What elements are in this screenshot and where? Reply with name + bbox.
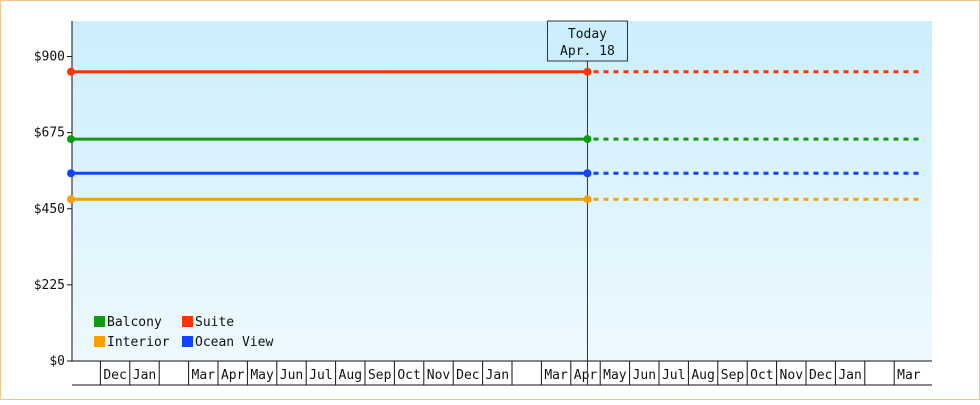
x-tick-label: Jan [838, 368, 861, 383]
series-today-point-interior [583, 195, 592, 204]
y-tick-label: $450 [34, 202, 65, 217]
legend-swatch-balcony [94, 316, 105, 327]
x-tick-label: Oct [397, 368, 420, 383]
y-tick-label: $900 [34, 50, 65, 65]
x-tick-label: Jan [133, 368, 156, 383]
today-label-box [546, 20, 628, 62]
x-tick-label: Jan [486, 368, 509, 383]
y-tick-label: $225 [34, 278, 65, 293]
x-tick-label: Jun [280, 368, 303, 383]
x-tick-label: Sep [721, 368, 745, 383]
series-start-point-balcony [67, 135, 75, 144]
x-tick-label: Oct [750, 368, 773, 383]
x-tick-label: Sep [368, 368, 392, 383]
series-start-point-ocean-view [67, 169, 75, 178]
legend-swatch-interior [94, 336, 105, 347]
x-tick-label: May [603, 368, 627, 383]
y-tick-label: $0 [49, 354, 65, 369]
today-marker: Today Apr. 18 [546, 20, 628, 385]
x-tick-label: Nov [427, 368, 451, 383]
plot-background [72, 21, 932, 361]
today-date-label: Apr. 18 [560, 44, 615, 59]
x-tick-label: Nov [780, 368, 804, 383]
x-tick-label: Jul [662, 368, 685, 383]
series-today-point-suite [583, 67, 592, 76]
legend-label-ocean-view: Ocean View [195, 335, 273, 350]
legend-swatch-suite [182, 316, 193, 327]
x-tick-label: Dec [103, 368, 126, 383]
today-label: Today [568, 27, 607, 42]
series-today-point-ocean-view [583, 169, 592, 178]
legend-swatch-ocean-view [182, 336, 193, 347]
x-tick-label: May [250, 368, 274, 383]
series-layer [67, 67, 924, 204]
x-axis: Dec Jan Mar Apr May Jun Jul Aug Sep Oct Nov Dec Jan M… [72, 360, 932, 386]
x-tick-label: Mar [192, 368, 216, 383]
series-today-point-balcony [583, 135, 592, 144]
x-tick-label: Aug [339, 368, 362, 383]
x-tick-label: Jun [633, 368, 656, 383]
x-tick-label: Dec [809, 368, 832, 383]
legend-label-balcony: Balcony [107, 315, 162, 330]
y-tick-label: $675 [34, 126, 65, 141]
legend-label-interior: Interior [107, 335, 170, 350]
series-start-point-interior [67, 195, 75, 204]
x-tick-label: Apr [221, 368, 245, 383]
x-tick-label: Dec [456, 368, 479, 383]
legend: Balcony Suite Interior Ocean View [94, 315, 273, 350]
x-tick-label: Mar [544, 368, 568, 383]
series-start-point-suite [67, 67, 75, 76]
x-tick-label: Aug [691, 368, 714, 383]
y-axis: $0 $225 $450 $675 $900 [34, 21, 73, 369]
legend-label-suite: Suite [195, 315, 234, 330]
x-tick-label: Mar [897, 368, 921, 383]
x-tick-label: Jul [309, 368, 332, 383]
x-tick-label: Apr [574, 368, 598, 383]
